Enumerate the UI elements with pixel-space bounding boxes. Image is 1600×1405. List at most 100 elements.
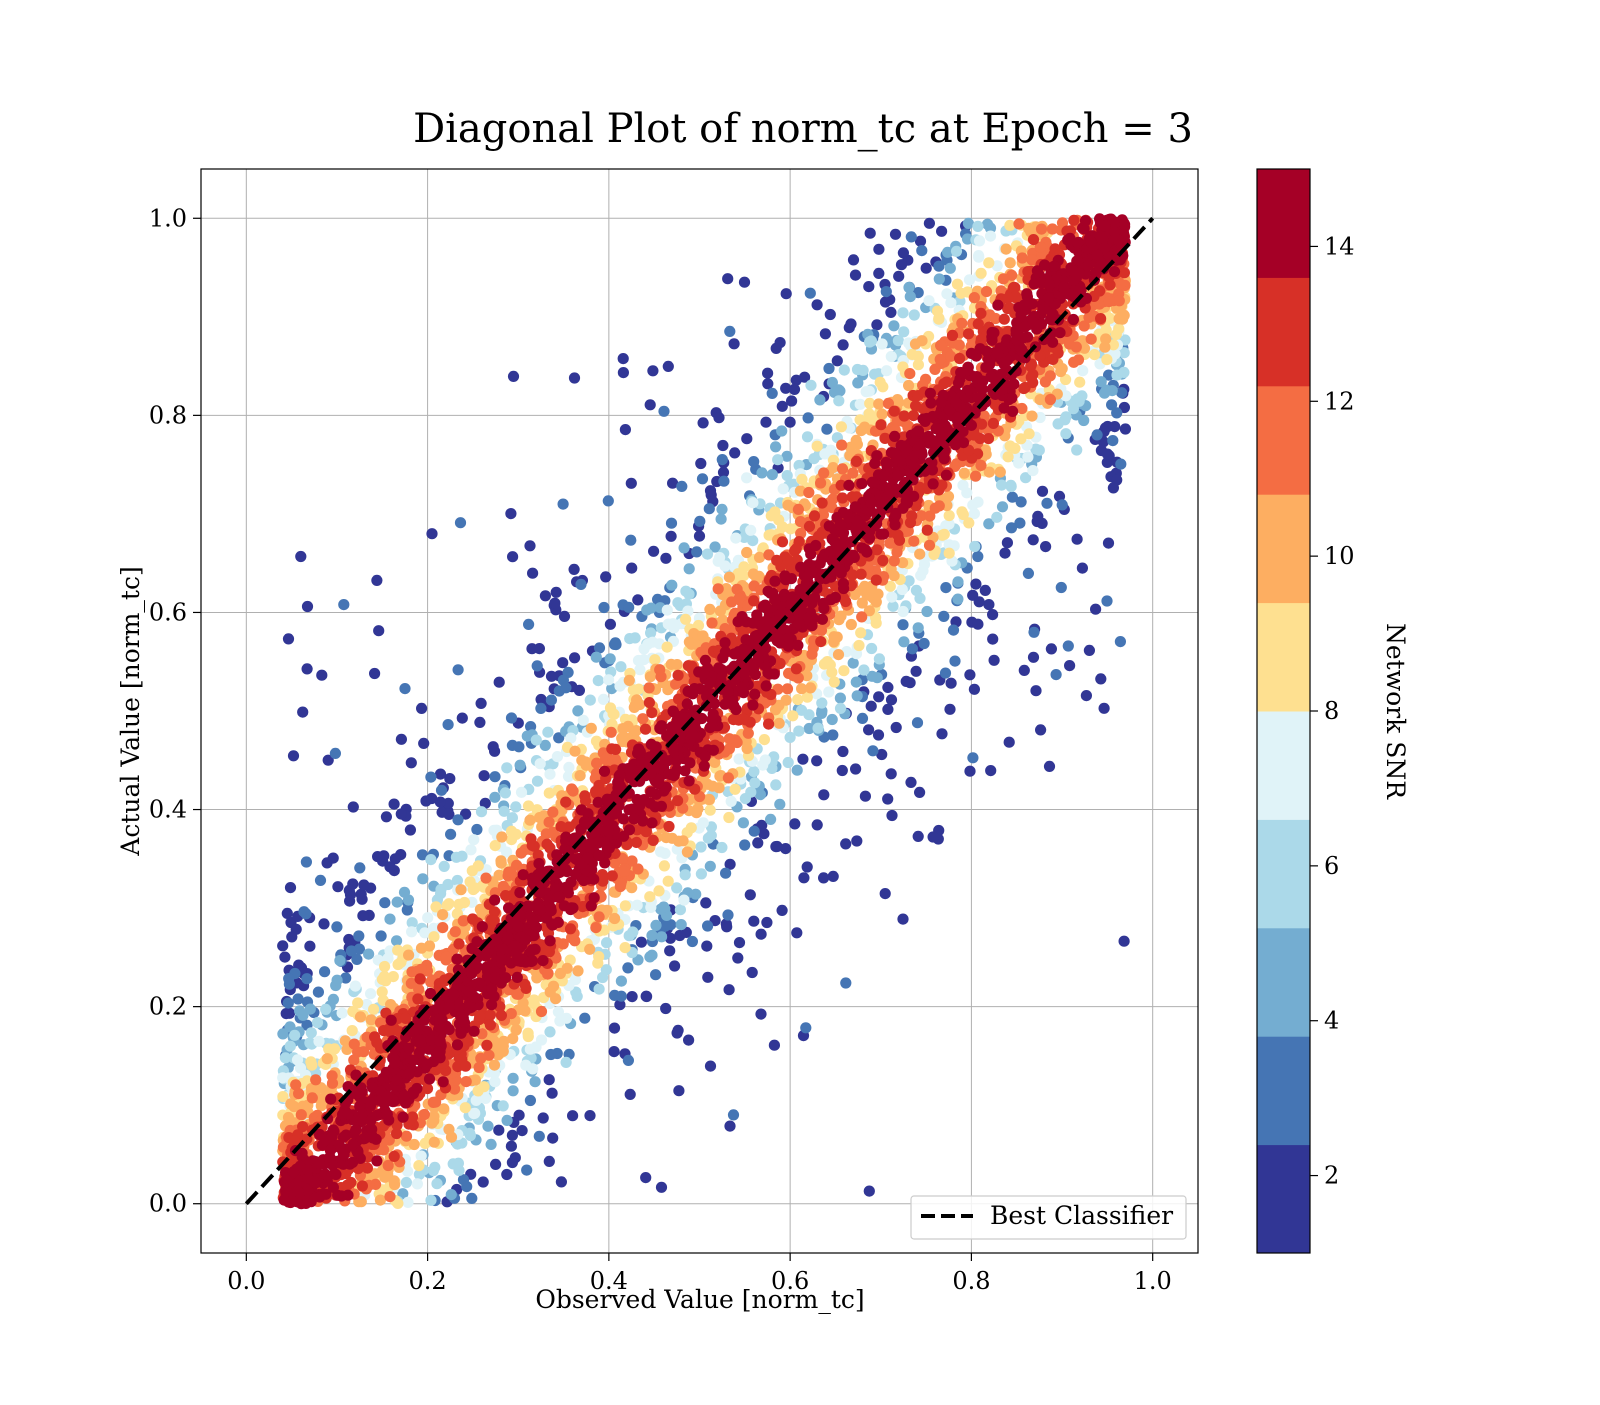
scatter-point xyxy=(1006,522,1017,533)
scatter-point xyxy=(591,758,602,769)
scatter-point xyxy=(785,523,796,534)
scatter-point xyxy=(791,543,802,554)
scatter-point xyxy=(444,773,455,784)
scatter-point xyxy=(489,1060,500,1071)
scatter-point xyxy=(911,585,922,596)
scatter-point xyxy=(678,835,689,846)
scatter-point xyxy=(911,666,922,677)
scatter-point xyxy=(622,962,633,973)
scatter-point xyxy=(544,788,555,799)
scatter-point xyxy=(332,881,343,892)
scatter-point xyxy=(696,868,707,879)
scatter-point xyxy=(724,326,735,337)
scatter-point xyxy=(798,872,809,883)
scatter-point xyxy=(803,487,814,498)
scatter-point xyxy=(1081,690,1092,701)
scatter-point xyxy=(453,1165,464,1176)
scatter-point xyxy=(338,599,349,610)
scatter-point xyxy=(919,638,930,649)
scatter-point xyxy=(782,683,793,694)
scatter-point xyxy=(430,1097,441,1108)
scatter-point xyxy=(283,633,294,644)
scatter-point xyxy=(429,1137,440,1148)
scatter-point xyxy=(460,1061,471,1072)
scatter-point xyxy=(679,542,690,553)
scatter-point xyxy=(954,340,965,351)
scatter-point xyxy=(897,307,908,318)
scatter-point xyxy=(1003,293,1014,304)
scatter-point xyxy=(952,594,963,605)
scatter-point xyxy=(840,838,851,849)
chart-title: Diagonal Plot of norm_tc at Epoch = 3 xyxy=(413,106,1193,152)
scatter-point xyxy=(759,734,770,745)
scatter-point xyxy=(970,471,981,482)
scatter-point xyxy=(1005,480,1016,491)
scatter-point xyxy=(983,599,994,610)
scatter-point xyxy=(615,878,626,889)
scatter-point xyxy=(974,235,985,246)
scatter-point xyxy=(646,817,657,828)
scatter-point xyxy=(542,727,553,738)
scatter-point xyxy=(792,694,803,705)
scatter-point xyxy=(403,950,414,961)
scatter-point xyxy=(722,273,733,284)
scatter-point xyxy=(813,723,824,734)
scatter-point xyxy=(659,848,670,859)
scatter-point xyxy=(616,976,627,987)
scatter-point xyxy=(545,1049,556,1060)
scatter-point xyxy=(698,417,709,428)
scatter-point xyxy=(961,487,972,498)
scatter-point xyxy=(898,247,909,258)
scatter-point xyxy=(396,808,407,819)
scatter-point xyxy=(662,642,673,653)
scatter-point xyxy=(1051,669,1062,680)
scatter-point xyxy=(1028,534,1039,545)
scatter-point xyxy=(898,636,909,647)
scatter-point xyxy=(992,300,1003,311)
scatter-point xyxy=(922,525,933,536)
scatter-point xyxy=(507,1073,518,1084)
scatter-point xyxy=(873,398,884,409)
scatter-point xyxy=(399,683,410,694)
scatter-point xyxy=(516,848,527,859)
scatter-point xyxy=(1120,423,1131,434)
scatter-point xyxy=(418,738,429,749)
scatter-point xyxy=(1064,338,1075,349)
scatter-point xyxy=(656,931,667,942)
scatter-point xyxy=(886,810,897,821)
scatter-point xyxy=(357,894,368,905)
scatter-point xyxy=(594,984,605,995)
scatter-point xyxy=(989,655,1000,666)
scatter-point xyxy=(909,309,920,320)
scatter-point xyxy=(890,229,901,240)
scatter-point xyxy=(702,549,713,560)
scatter-point xyxy=(626,563,637,574)
scatter-point xyxy=(715,605,726,616)
scatter-point xyxy=(820,328,831,339)
scatter-point xyxy=(485,1010,496,1021)
scatter-point xyxy=(1060,428,1071,439)
scatter-point xyxy=(863,281,874,292)
scatter-point xyxy=(812,441,823,452)
scatter-point xyxy=(401,1131,412,1142)
scatter-point xyxy=(525,1095,536,1106)
scatter-point xyxy=(578,715,589,726)
scatter-point xyxy=(934,273,945,284)
scatter-point xyxy=(435,797,446,808)
scatter-point xyxy=(770,779,781,790)
scatter-point xyxy=(634,664,645,675)
scatter-point xyxy=(913,622,924,633)
scatter-point xyxy=(729,447,740,458)
scatter-point xyxy=(972,551,983,562)
scatter-point xyxy=(1101,354,1112,365)
scatter-point xyxy=(557,657,568,668)
scatter-point xyxy=(906,510,917,521)
scatter-point xyxy=(312,1017,323,1028)
scatter-point xyxy=(843,480,854,491)
scatter-point xyxy=(1013,218,1024,229)
scatter-point xyxy=(618,367,629,378)
scatter-point xyxy=(286,931,297,942)
scatter-point xyxy=(623,1055,634,1066)
scatter-point xyxy=(396,734,407,745)
scatter-point xyxy=(569,652,580,663)
